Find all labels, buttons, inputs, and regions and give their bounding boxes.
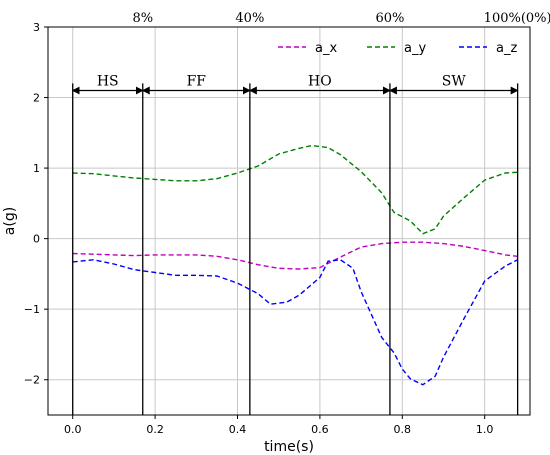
phase-percent-label: 8% xyxy=(132,11,153,26)
series-line-ay xyxy=(72,144,518,235)
series-line-ax xyxy=(72,241,518,270)
x-tick-label: 0.4 xyxy=(229,423,247,436)
x-axis-label: time(s) xyxy=(264,439,314,455)
y-tick-label: 1 xyxy=(33,162,40,175)
series-lines xyxy=(72,144,518,386)
x-tick-label: 1.0 xyxy=(476,423,494,436)
x-tick-label: 0.2 xyxy=(146,423,164,436)
y-tick-label: −1 xyxy=(24,303,40,316)
legend-label: a_z xyxy=(496,41,517,56)
y-tick-label: 2 xyxy=(33,92,40,105)
phase-label: FF xyxy=(187,73,207,89)
y-tick-label: 0 xyxy=(33,233,40,246)
plot-frame xyxy=(47,26,531,416)
legend-label: a_x xyxy=(315,41,337,56)
phase-annotations: HS FF HO SW 8% 40% 60% 100%(0%) xyxy=(71,11,550,415)
axis-ticks: 0.0 0.2 0.4 0.6 0.8 1.0 −2 −1 0 1 2 3 xyxy=(24,21,494,436)
phase-percent-label: 40% xyxy=(235,11,264,26)
phase-label: HS xyxy=(97,73,119,89)
legend: a_x a_y a_z xyxy=(278,41,517,56)
y-axis-label: a(g) xyxy=(2,207,18,235)
phase-label: HO xyxy=(308,73,332,89)
series-line-az xyxy=(72,259,518,386)
phase-percent-label: 60% xyxy=(375,11,404,26)
x-tick-label: 0.0 xyxy=(64,423,82,436)
x-tick-label: 0.6 xyxy=(311,423,329,436)
x-tick-label: 0.8 xyxy=(394,423,412,436)
y-tick-label: 3 xyxy=(33,21,40,34)
y-tick-label: −2 xyxy=(24,374,40,387)
phase-label: SW xyxy=(442,73,467,89)
phase-percent-label: 100%(0%) xyxy=(484,11,550,26)
legend-label: a_y xyxy=(404,41,426,56)
